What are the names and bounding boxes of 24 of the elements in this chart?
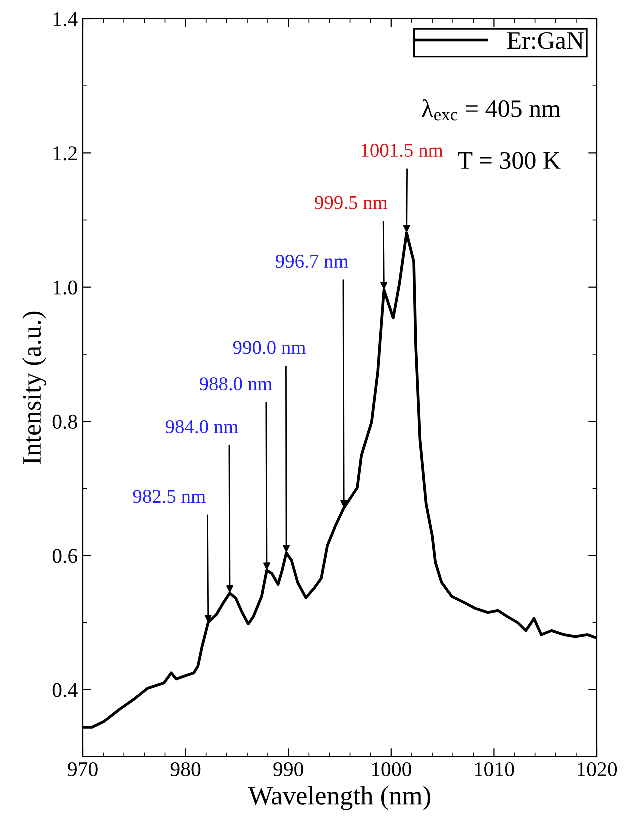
y-tick-label: 0.6 bbox=[52, 549, 78, 564]
annotation: λ$_{exc}$ = 405 nm bbox=[422, 100, 561, 121]
x-tick-label: 1010 bbox=[475, 762, 514, 777]
y-tick-label: 1.2 bbox=[54, 146, 77, 161]
annotation: 984.0 nm bbox=[166, 420, 238, 434]
y-tick-label: 1.0 bbox=[54, 280, 78, 295]
y-tick-label: 0.4 bbox=[52, 683, 78, 698]
x-tick-label: 1000 bbox=[372, 762, 412, 777]
y-tick-label: 0.8 bbox=[52, 414, 78, 430]
annotation: 982.5 nm bbox=[133, 490, 206, 504]
annotation: T = 300 K bbox=[458, 152, 561, 170]
annotation: 990.0 nm bbox=[233, 341, 306, 354]
x-tick-label: 1020 bbox=[578, 762, 618, 777]
annotation: 988.0 nm bbox=[200, 378, 272, 391]
x-axis-title: Wavelength (nm) bbox=[248, 786, 430, 810]
y-axis-title: Intensity (a.u.) bbox=[22, 312, 47, 464]
annotation: 999.5 nm bbox=[315, 196, 388, 210]
x-tick-label: 980 bbox=[170, 762, 201, 777]
annotation: 996.7 nm bbox=[276, 254, 349, 268]
legend-label: Er:GaN bbox=[507, 32, 584, 50]
annotation: 1001.5 nm bbox=[362, 144, 444, 158]
x-tick-label: 990 bbox=[274, 762, 304, 777]
x-tick-label: 970 bbox=[68, 762, 98, 777]
y-tick-label: 1.4 bbox=[54, 12, 78, 27]
